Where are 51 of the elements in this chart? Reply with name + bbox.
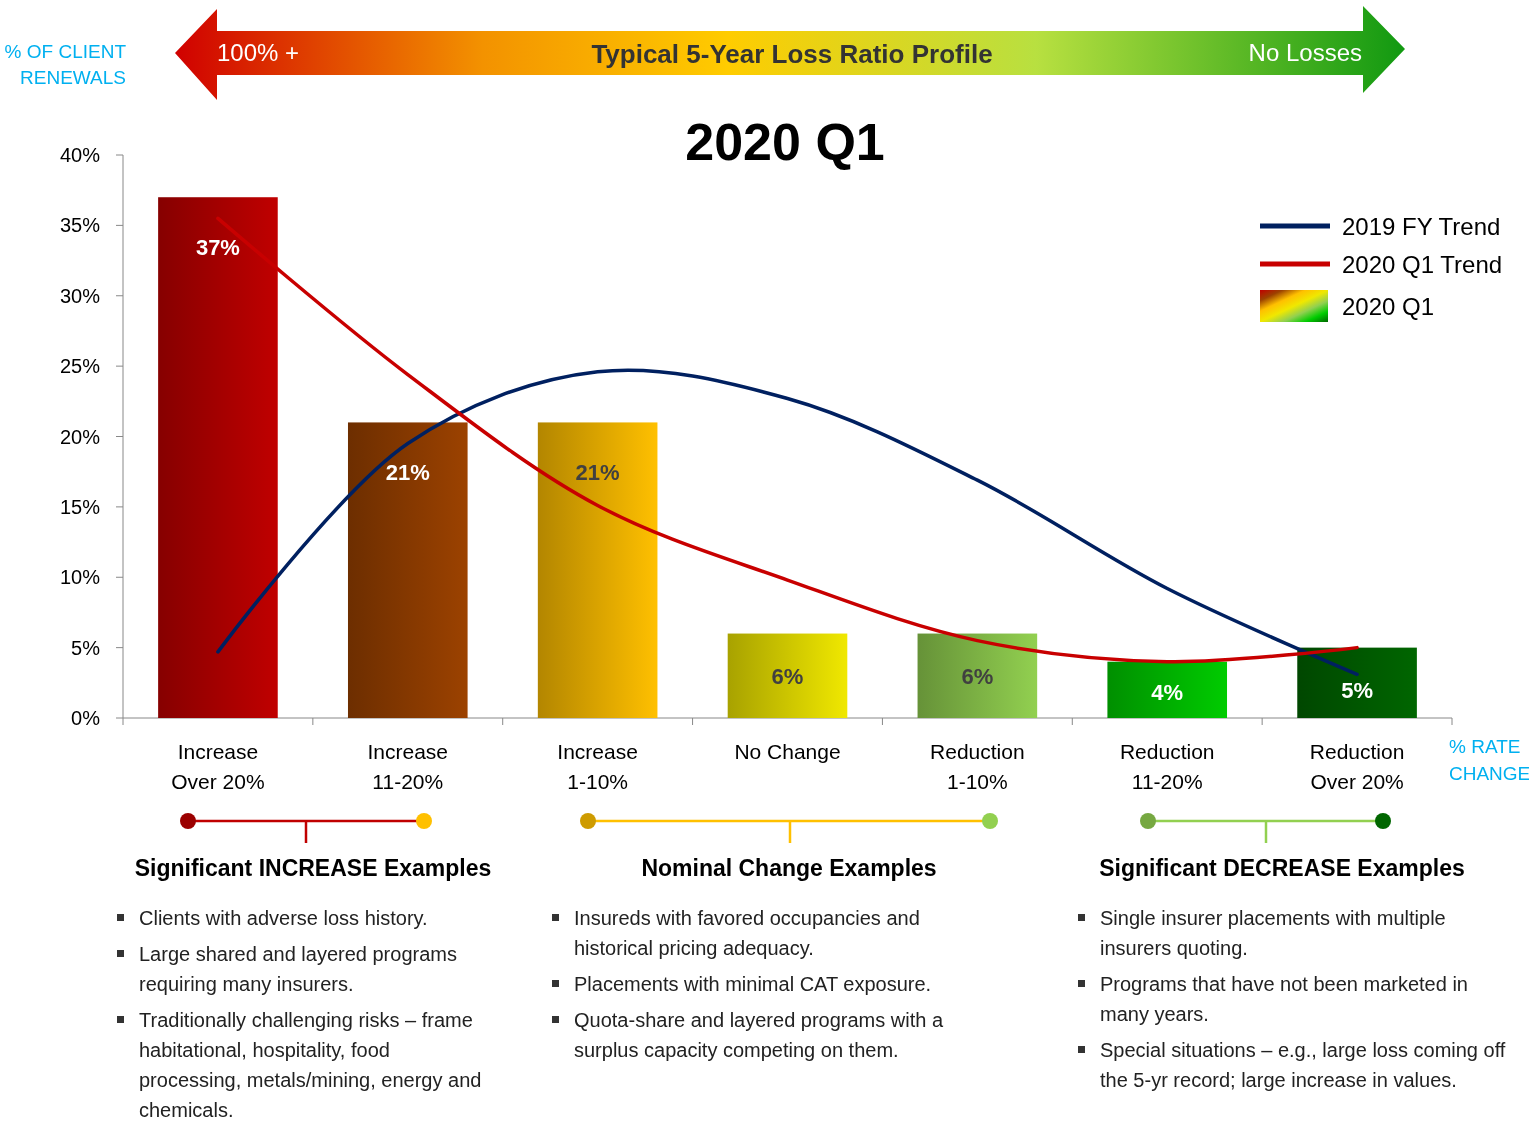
y-tick-label: 15% xyxy=(59,495,101,518)
y-tick-label: 25% xyxy=(59,355,101,378)
data-label: 6% xyxy=(961,663,994,689)
y-tick-label: 30% xyxy=(59,284,101,307)
bar xyxy=(1297,647,1417,718)
text: Programs that have not been marketed in many years. xyxy=(1099,972,1469,1027)
bar xyxy=(1107,661,1228,718)
data-label: 4% xyxy=(1151,679,1184,705)
text: Significant INCREASE Examples xyxy=(133,855,493,882)
text: Significant DECREASE Examples xyxy=(1098,855,1466,882)
data-label: 37% xyxy=(195,235,240,261)
legend-label: 2020 Q1 xyxy=(1342,293,1435,320)
text: Large shared and layered programs requiring many insurers. xyxy=(138,942,458,997)
text: 100% + xyxy=(217,39,300,66)
x-tick-label: Increase Over 20% xyxy=(171,740,265,793)
y-tick-label: 0% xyxy=(71,707,101,729)
bar xyxy=(917,633,1038,718)
x-tick-label: Increase 11-20% xyxy=(367,740,449,793)
bar xyxy=(158,197,278,718)
data-label: 21% xyxy=(385,460,430,486)
x-axis-title: % RATE CHANGE xyxy=(1449,736,1529,784)
legend-label: 2019 FY Trend xyxy=(1342,213,1501,240)
data-label: 6% xyxy=(771,663,804,689)
text: Clients with adverse loss history. xyxy=(138,906,429,931)
y-tick-label: 35% xyxy=(59,214,101,237)
data-label: 5% xyxy=(1341,677,1373,703)
y-tick-label: 10% xyxy=(59,566,101,589)
text: Insureds with favored occupancies and historical pricing adequacy. xyxy=(573,906,921,961)
text: Quota-share and layered programs with a surplus capacity competing on them. xyxy=(573,1008,945,1063)
y-tick-label: 40% xyxy=(59,144,101,166)
data-label: 21% xyxy=(575,460,620,486)
x-tick-label: Reduction Over 20% xyxy=(1309,740,1405,793)
text: Traditionally challenging risks – frame habitational, hospitality, food processing, metals/mining, energy and chemicals. xyxy=(138,1008,483,1123)
text: No Losses xyxy=(1248,39,1362,66)
text: Typical 5-Year Loss Ratio Profile xyxy=(591,39,993,69)
bar xyxy=(537,422,658,718)
x-tick-label: Reduction 11-20% xyxy=(1119,740,1215,793)
text: Nominal Change Examples xyxy=(640,855,938,882)
text: Special situations – e.g., large loss coming off the 5-yr record; large increase in values. xyxy=(1099,1038,1507,1093)
bar xyxy=(347,422,468,718)
x-tick-label: Increase 1-10% xyxy=(557,740,638,793)
bar xyxy=(727,633,848,718)
legend-label: 2020 Q1 Trend xyxy=(1342,251,1503,278)
y-axis-title: % OF CLIENT RENEWALS xyxy=(4,41,127,88)
y-tick-label: 20% xyxy=(59,425,101,448)
text: Placements with minimal CAT exposure. xyxy=(573,972,933,997)
x-tick-label: Reduction 1-10% xyxy=(930,740,1025,793)
chart-title: 2020 Q1 xyxy=(685,113,885,171)
y-tick-label: 5% xyxy=(71,636,101,659)
x-tick-label: No Change xyxy=(734,740,841,763)
text: Single insurer placements with multiple insurers quoting. xyxy=(1099,906,1447,961)
